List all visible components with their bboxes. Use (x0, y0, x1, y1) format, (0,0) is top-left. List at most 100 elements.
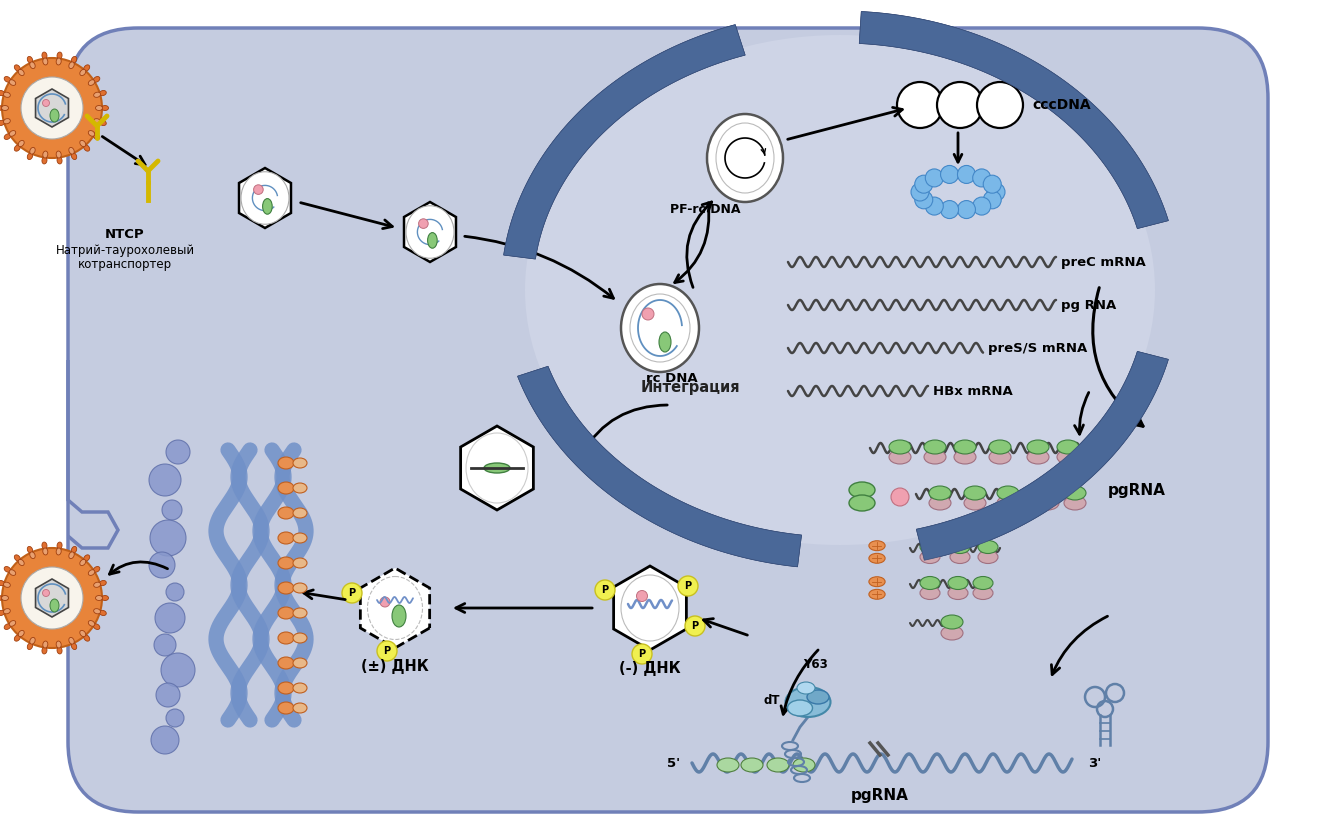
Ellipse shape (277, 702, 293, 714)
Ellipse shape (80, 140, 86, 147)
Ellipse shape (293, 633, 307, 643)
Ellipse shape (43, 641, 48, 648)
Circle shape (891, 488, 909, 506)
Ellipse shape (0, 611, 4, 616)
Ellipse shape (42, 157, 47, 164)
Ellipse shape (83, 145, 90, 151)
Ellipse shape (973, 586, 993, 600)
Ellipse shape (88, 621, 95, 627)
Ellipse shape (68, 552, 74, 559)
Ellipse shape (293, 533, 307, 543)
Text: 5': 5' (667, 757, 679, 769)
Ellipse shape (717, 758, 738, 772)
Ellipse shape (1064, 496, 1085, 510)
Ellipse shape (99, 120, 106, 125)
Ellipse shape (277, 632, 293, 644)
Ellipse shape (0, 91, 4, 96)
Ellipse shape (58, 157, 62, 164)
Ellipse shape (484, 463, 511, 473)
Ellipse shape (921, 540, 939, 554)
Circle shape (418, 218, 429, 228)
Ellipse shape (850, 495, 875, 511)
Ellipse shape (9, 621, 16, 627)
Ellipse shape (741, 758, 762, 772)
Circle shape (958, 165, 976, 183)
Ellipse shape (293, 483, 307, 493)
Ellipse shape (15, 65, 20, 71)
Text: NTCP: NTCP (105, 228, 145, 241)
Circle shape (155, 683, 180, 707)
Polygon shape (461, 426, 533, 510)
Circle shape (381, 597, 390, 607)
Ellipse shape (766, 758, 789, 772)
Ellipse shape (56, 151, 62, 158)
Polygon shape (36, 579, 68, 617)
Ellipse shape (868, 577, 886, 586)
Circle shape (632, 644, 653, 664)
Circle shape (149, 552, 176, 578)
Text: cccDNA: cccDNA (1032, 98, 1091, 112)
Ellipse shape (277, 482, 293, 494)
Text: (±) ДНК: (±) ДНК (360, 659, 429, 674)
Ellipse shape (868, 554, 886, 564)
Circle shape (958, 201, 976, 218)
Circle shape (377, 641, 397, 661)
Ellipse shape (50, 599, 59, 612)
Circle shape (151, 726, 180, 754)
Ellipse shape (80, 559, 86, 565)
Circle shape (342, 583, 362, 603)
Circle shape (161, 653, 196, 687)
Ellipse shape (15, 555, 20, 561)
Ellipse shape (797, 682, 815, 694)
Circle shape (915, 176, 933, 193)
Ellipse shape (68, 638, 74, 644)
Ellipse shape (293, 608, 307, 618)
Polygon shape (859, 12, 1168, 228)
Ellipse shape (950, 540, 970, 554)
Ellipse shape (716, 123, 775, 193)
Ellipse shape (0, 106, 3, 111)
Ellipse shape (277, 507, 293, 519)
Circle shape (166, 709, 184, 727)
Polygon shape (405, 202, 456, 262)
Text: pgRNA: pgRNA (851, 788, 909, 803)
Ellipse shape (954, 440, 976, 454)
Ellipse shape (4, 609, 11, 614)
Circle shape (911, 183, 929, 201)
Ellipse shape (83, 65, 90, 71)
Circle shape (149, 464, 181, 496)
Ellipse shape (466, 433, 528, 503)
Circle shape (941, 201, 958, 218)
Ellipse shape (888, 440, 911, 454)
Polygon shape (917, 351, 1168, 560)
Ellipse shape (277, 532, 293, 544)
Circle shape (896, 82, 943, 128)
Text: P: P (638, 649, 646, 659)
Ellipse shape (241, 171, 289, 224)
Ellipse shape (102, 106, 109, 111)
Circle shape (926, 197, 943, 215)
Ellipse shape (293, 703, 307, 713)
Ellipse shape (29, 552, 35, 559)
Ellipse shape (850, 482, 875, 498)
Circle shape (253, 185, 263, 194)
Polygon shape (504, 24, 745, 259)
Ellipse shape (83, 555, 90, 561)
Ellipse shape (1057, 440, 1079, 454)
Ellipse shape (785, 687, 831, 717)
Ellipse shape (19, 630, 24, 637)
Ellipse shape (29, 62, 35, 69)
Circle shape (973, 169, 990, 187)
Text: preS/S mRNA: preS/S mRNA (988, 342, 1087, 354)
Ellipse shape (367, 576, 422, 639)
Circle shape (1, 548, 102, 648)
Ellipse shape (95, 596, 102, 601)
Ellipse shape (921, 550, 939, 564)
Ellipse shape (42, 542, 47, 549)
Ellipse shape (4, 566, 11, 572)
Polygon shape (36, 89, 68, 127)
Ellipse shape (9, 130, 16, 136)
Ellipse shape (94, 76, 99, 82)
Ellipse shape (56, 58, 62, 65)
Ellipse shape (58, 52, 62, 59)
